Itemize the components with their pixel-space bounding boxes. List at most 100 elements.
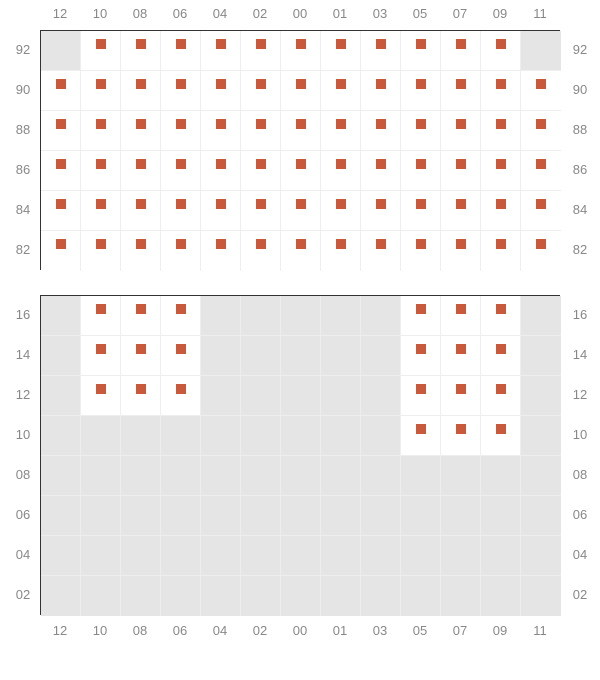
seat-cell[interactable] [281,231,321,271]
seat-cell[interactable] [161,336,201,376]
seat-cell[interactable] [81,231,121,271]
seat-cell[interactable] [361,191,401,231]
seat-cell[interactable] [481,376,521,416]
seat-cell[interactable] [161,376,201,416]
col-label: 05 [400,623,440,638]
seat-cell[interactable] [121,111,161,151]
seat-cell[interactable] [41,231,81,271]
seat-cell[interactable] [41,151,81,191]
seat-cell[interactable] [481,31,521,71]
seat-cell[interactable] [481,151,521,191]
seat-cell[interactable] [521,71,561,111]
seat-cell[interactable] [241,151,281,191]
seat-cell[interactable] [41,191,81,231]
seat-cell[interactable] [121,336,161,376]
seat-cell[interactable] [481,111,521,151]
seat-cell[interactable] [441,336,481,376]
seat-cell[interactable] [81,376,121,416]
seat-cell[interactable] [161,111,201,151]
seat-cell[interactable] [161,231,201,271]
seat-cell[interactable] [81,31,121,71]
seat-cell[interactable] [161,296,201,336]
seat-cell[interactable] [321,151,361,191]
seat-cell[interactable] [121,191,161,231]
seat-cell[interactable] [361,231,401,271]
seat-cell[interactable] [321,71,361,111]
seat-cell[interactable] [81,151,121,191]
seat-cell[interactable] [401,111,441,151]
seat-cell[interactable] [521,151,561,191]
seat-cell[interactable] [401,31,441,71]
seat-cell[interactable] [81,336,121,376]
seat-cell[interactable] [321,191,361,231]
seat-cell[interactable] [41,111,81,151]
seat-cell[interactable] [361,31,401,71]
seat-cell[interactable] [401,376,441,416]
seat-cell[interactable] [361,111,401,151]
seat-cell[interactable] [321,111,361,151]
seat-cell[interactable] [81,296,121,336]
seat-cell[interactable] [121,151,161,191]
seat-cell[interactable] [441,296,481,336]
seat-cell[interactable] [401,231,441,271]
seat-cell[interactable] [201,231,241,271]
seat-cell[interactable] [481,191,521,231]
seat-cell[interactable] [201,71,241,111]
seat-cell[interactable] [481,231,521,271]
seat-cell[interactable] [121,231,161,271]
seat-cell[interactable] [201,191,241,231]
seat-cell[interactable] [321,31,361,71]
seat-cell[interactable] [521,111,561,151]
seat-cell[interactable] [321,231,361,271]
seat-cell[interactable] [241,191,281,231]
seat-cell[interactable] [121,296,161,336]
seat-cell[interactable] [81,71,121,111]
seat-cell[interactable] [481,416,521,456]
seat-cell[interactable] [121,376,161,416]
seat-cell[interactable] [401,416,441,456]
seat-cell[interactable] [121,71,161,111]
seat-cell[interactable] [241,71,281,111]
seat-cell[interactable] [41,71,81,111]
seat-cell[interactable] [161,31,201,71]
seat-cell[interactable] [281,191,321,231]
seat-cell[interactable] [281,111,321,151]
seat-cell[interactable] [441,151,481,191]
seat-cell[interactable] [481,336,521,376]
seat-cell[interactable] [121,31,161,71]
seat-cell[interactable] [441,71,481,111]
seat-cell[interactable] [441,376,481,416]
seat-cell[interactable] [201,111,241,151]
seat-cell[interactable] [81,191,121,231]
seat-cell[interactable] [201,31,241,71]
seat-cell[interactable] [481,296,521,336]
seat-cell[interactable] [281,71,321,111]
seat-cell[interactable] [521,191,561,231]
seat-cell[interactable] [401,71,441,111]
seat-cell[interactable] [481,71,521,111]
seat-cell[interactable] [241,111,281,151]
seat-cell[interactable] [281,31,321,71]
seat-cell[interactable] [401,296,441,336]
seat-cell[interactable] [441,31,481,71]
seat-cell[interactable] [441,231,481,271]
seat-cell[interactable] [201,151,241,191]
seat-cell[interactable] [441,416,481,456]
seat-cell[interactable] [441,191,481,231]
seat-cell[interactable] [281,151,321,191]
seat-cell[interactable] [401,191,441,231]
seat-cell[interactable] [361,151,401,191]
seat-marker [176,39,186,49]
seat-cell[interactable] [401,336,441,376]
seat-cell[interactable] [521,231,561,271]
seat-cell[interactable] [161,151,201,191]
seat-cell[interactable] [241,31,281,71]
seat-cell[interactable] [401,151,441,191]
seat-cell[interactable] [161,71,201,111]
seat-marker [136,344,146,354]
seat-cell[interactable] [81,111,121,151]
seat-cell[interactable] [441,111,481,151]
seat-cell[interactable] [361,71,401,111]
seat-cell[interactable] [241,231,281,271]
seat-cell[interactable] [161,191,201,231]
